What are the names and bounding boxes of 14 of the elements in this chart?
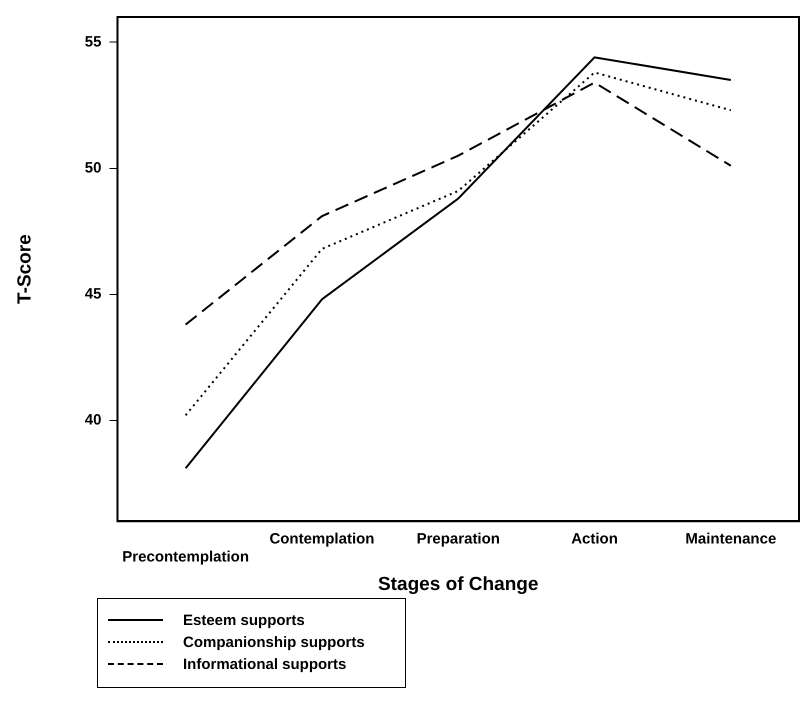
- y-tick-label: 45: [84, 285, 102, 302]
- y-axis-title: T-Score: [14, 234, 36, 304]
- legend-label: Companionship supports: [183, 634, 365, 650]
- legend-label: Informational supports: [183, 656, 346, 672]
- y-tick-label: 50: [84, 159, 102, 176]
- x-tick-label: Action: [571, 530, 618, 548]
- x-tick-label: Precontemplation: [122, 548, 249, 566]
- x-tick-label: Contemplation: [269, 530, 374, 548]
- x-tick-label: Preparation: [416, 530, 500, 548]
- y-tick-label: 40: [84, 412, 102, 428]
- x-axis-title: Stages of Change: [378, 574, 538, 595]
- x-tick-label: Maintenance: [685, 530, 776, 548]
- y-tick-label: 55: [84, 33, 102, 50]
- legend-label: Esteem supports: [183, 612, 305, 628]
